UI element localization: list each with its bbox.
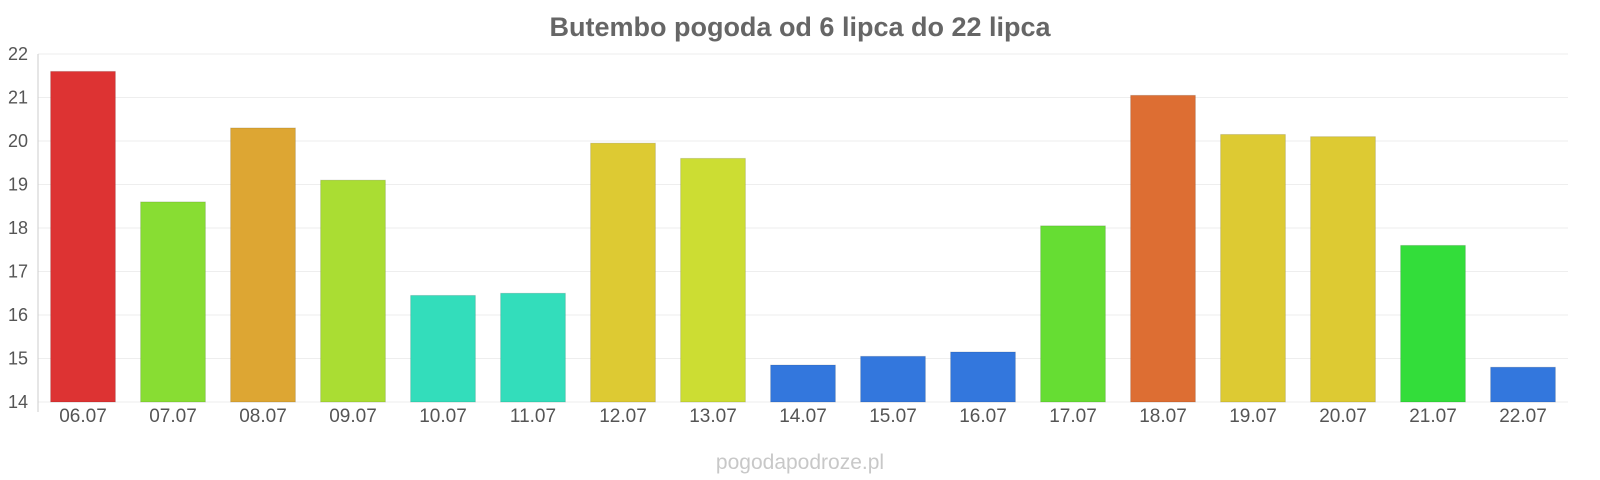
y-tick-labels: 14 15 16 17 18 19 20 21 22 xyxy=(8,44,28,412)
x-tick-label: 14.07 xyxy=(779,406,827,427)
y-tick-label: 17 xyxy=(8,262,28,282)
bar-18.07 xyxy=(1130,94,1196,403)
watermark: pogodapodroze.pl xyxy=(716,451,884,474)
x-tick-label: 16.07 xyxy=(959,406,1007,427)
bar-14.07 xyxy=(770,364,836,403)
y-tick-label: 15 xyxy=(8,349,28,369)
bar-20.07 xyxy=(1310,136,1376,403)
bar-17.07 xyxy=(1040,225,1106,403)
bar-09.07 xyxy=(320,179,386,403)
bar-21.07 xyxy=(1400,244,1466,403)
x-tick-label: 19.07 xyxy=(1229,406,1277,427)
x-tick-label: 06.07 xyxy=(59,406,107,427)
x-tick-label: 17.07 xyxy=(1049,406,1097,427)
bar-13.07 xyxy=(680,157,746,403)
y-tick-label: 21 xyxy=(8,88,28,108)
x-tick-label: 11.07 xyxy=(510,406,556,427)
bar-06.07 xyxy=(50,70,116,403)
y-tick-label: 22 xyxy=(8,44,28,64)
bar-22.07 xyxy=(1490,366,1556,403)
x-tick-label: 18.07 xyxy=(1139,406,1187,427)
y-tick-label: 20 xyxy=(8,131,28,151)
y-tick-label: 14 xyxy=(8,392,28,412)
x-tick-label: 10.07 xyxy=(419,406,467,427)
bar-16.07 xyxy=(950,351,1016,403)
bar-10.07 xyxy=(410,294,476,403)
bar-19.07 xyxy=(1220,133,1286,403)
x-tick-label: 22.07 xyxy=(1499,406,1547,427)
x-tick-label: 15.07 xyxy=(869,406,917,427)
chart-title: Butembo pogoda od 6 lipca do 22 lipca xyxy=(549,12,1051,42)
y-tick-label: 19 xyxy=(8,175,28,195)
bar-12.07 xyxy=(590,142,656,403)
x-tick-label: 07.07 xyxy=(149,406,197,427)
x-tick-label: 12.07 xyxy=(599,406,647,427)
x-tick-labels: 06.07 07.07 08.07 09.07 10.07 11.07 12.07 13.07… xyxy=(59,406,1547,427)
x-tick-label: 08.07 xyxy=(239,406,287,427)
bar-07.07 xyxy=(140,201,206,403)
bar-11.07 xyxy=(500,292,566,403)
bar-15.07 xyxy=(860,355,926,403)
bars xyxy=(50,70,1556,403)
x-tick-label: 20.07 xyxy=(1319,406,1367,427)
x-tick-label: 13.07 xyxy=(689,406,737,427)
bar-08.07 xyxy=(230,127,296,403)
x-tick-label: 21.07 xyxy=(1409,406,1457,427)
x-tick-label: 09.07 xyxy=(329,406,377,427)
y-tick-label: 18 xyxy=(8,218,28,238)
y-tick-label: 16 xyxy=(8,305,28,325)
